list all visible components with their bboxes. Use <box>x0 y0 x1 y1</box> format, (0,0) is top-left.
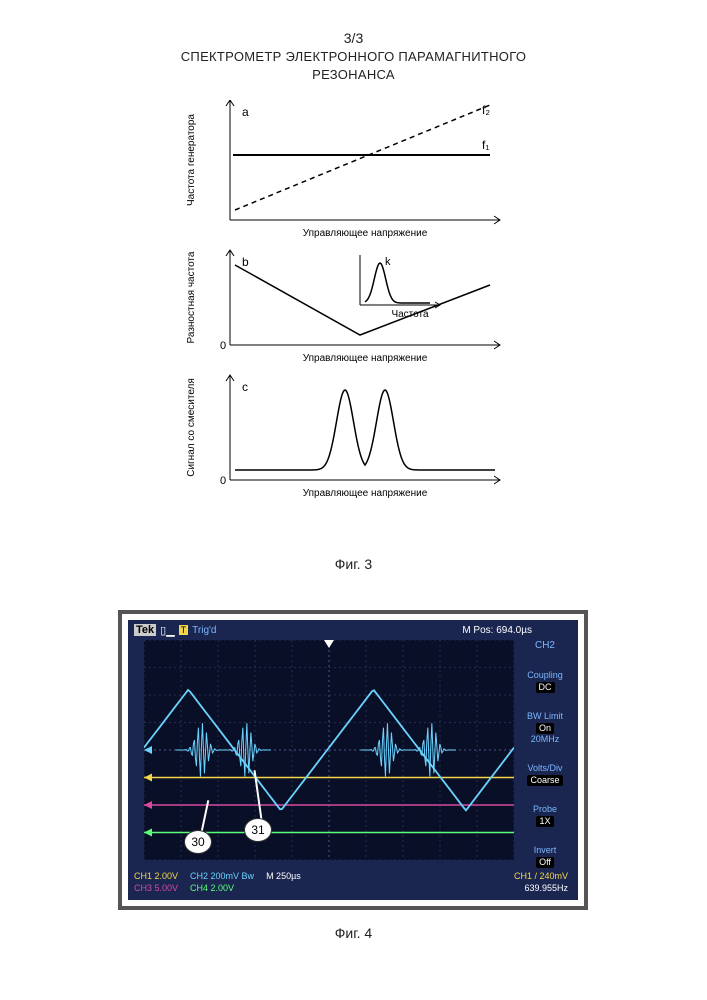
figure-3: a f₁ f₂ Управляющее напряжение Частота генер… <box>180 100 520 540</box>
svg-text:a: a <box>242 105 249 119</box>
page-header: 3/3 СПЕКТРОМЕТР ЭЛЕКТРОННОГО ПАРАМАГНИТН… <box>0 0 707 84</box>
scope-waveforms <box>144 640 514 860</box>
menu-ch2: CH2 <box>516 640 574 652</box>
timebase: M 250µs <box>266 870 301 882</box>
svg-text:Частота: Частота <box>391 309 429 320</box>
svg-text:Сигнал со смесителя: Сигнал со смесителя <box>186 378 197 477</box>
run-icon: ▯▁ <box>160 624 175 637</box>
scope-bottombar: CH1 2.00V CH2 200mV Bw M 250µs CH3 5.00V… <box>134 870 572 896</box>
svg-text:Частота генератора: Частота генератора <box>186 114 197 206</box>
svg-text:Разностная частота: Разностная частота <box>186 251 197 343</box>
scope-grid: 30 31 <box>144 640 514 860</box>
scope-brand: Tek <box>134 624 156 636</box>
trig-level: CH1 / 240mV <box>514 870 568 882</box>
oscilloscope-screen: Tek ▯▁ T Trig'd M Pos: 694.0µs CH2 Coupl… <box>128 620 578 900</box>
m-pos: M Pos: 694.0µs <box>462 625 532 636</box>
figure-4: Tek ▯▁ T Trig'd M Pos: 694.0µs CH2 Coupl… <box>118 610 588 910</box>
ch1-scale: CH1 2.00V <box>134 870 178 882</box>
scope-menu: CH2 Coupling DC BW Limit On 20MHz Volts/… <box>516 638 574 870</box>
svg-text:0: 0 <box>220 475 226 487</box>
menu-bwlimit[interactable]: BW Limit On 20MHz <box>516 711 574 744</box>
page-number: 3/3 <box>0 30 707 46</box>
svg-text:Управляющее напряжение: Управляющее напряжение <box>303 488 428 499</box>
svg-text:f₂: f₂ <box>482 103 490 117</box>
fig3-svg: a f₁ f₂ Управляющее напряжение Частота генер… <box>180 100 520 540</box>
trig-t-icon: T <box>179 625 189 635</box>
svg-text:k: k <box>385 256 391 268</box>
title-line2: РЕЗОНАНСА <box>312 67 395 82</box>
ch3-scale: CH3 5.00V <box>134 882 178 894</box>
svg-text:0: 0 <box>220 340 226 352</box>
doc-title: СПЕКТРОМЕТР ЭЛЕКТРОННОГО ПАРАМАГНИТНОГО … <box>0 48 707 84</box>
menu-invert[interactable]: Invert Off <box>516 845 574 868</box>
svg-text:f₁: f₁ <box>482 138 489 152</box>
menu-probe[interactable]: Probe 1X <box>516 804 574 827</box>
fig4-caption: Фиг. 4 <box>0 925 707 941</box>
title-line1: СПЕКТРОМЕТР ЭЛЕКТРОННОГО ПАРАМАГНИТНОГО <box>181 49 527 64</box>
freq-readout: 639.955Hz <box>524 882 568 894</box>
svg-text:Управляющее напряжение: Управляющее напряжение <box>303 353 428 364</box>
svg-text:c: c <box>242 380 248 394</box>
ch2-scale: CH2 200mV Bw <box>190 870 254 882</box>
menu-coupling[interactable]: Coupling DC <box>516 670 574 693</box>
ch4-scale: CH4 2.00V <box>190 882 234 894</box>
scope-topbar: Tek ▯▁ T Trig'd M Pos: 694.0µs <box>134 622 572 638</box>
svg-text:Управляющее напряжение: Управляющее напряжение <box>303 228 428 239</box>
annotation-31: 31 <box>244 818 272 842</box>
fig3-caption: Фиг. 3 <box>0 556 707 572</box>
annotation-30: 30 <box>184 830 212 854</box>
svg-text:b: b <box>242 255 249 269</box>
menu-voltsdiv[interactable]: Volts/Div Coarse <box>516 763 574 786</box>
trig-status: Trig'd <box>192 625 216 636</box>
